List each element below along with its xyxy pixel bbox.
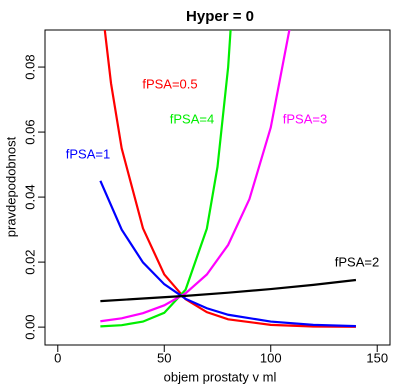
y-tick-label: 0.08 [22,54,37,79]
series-label: fPSA=4 [170,111,214,126]
y-axis-label: pravdepodobnost [3,136,18,237]
series-line [99,180,356,328]
y-tick-label: 0.04 [22,184,37,209]
chart-title: Hyper = 0 [186,8,254,25]
series-label: fPSA=2 [335,254,379,269]
plot-frame [44,29,391,346]
series-line [100,30,291,323]
x-axis-label: objem prostaty v ml [164,369,277,384]
y-tick-label: 0.00 [22,314,37,339]
plot-area [99,30,357,328]
series-label: fPSA=1 [66,146,110,161]
series-label: fPSA=3 [283,111,327,126]
x-tick-label: 50 [157,350,171,365]
x-tick-label: 0 [54,350,61,365]
series-line [100,278,357,303]
series-label: fPSA=0.5 [142,76,197,91]
series-line [103,30,356,328]
x-tick-label: 100 [260,350,282,365]
y-tick-label: 0.06 [22,119,37,144]
series-line [100,30,232,328]
y-tick-label: 0.02 [22,249,37,274]
x-tick-label: 150 [366,350,388,365]
